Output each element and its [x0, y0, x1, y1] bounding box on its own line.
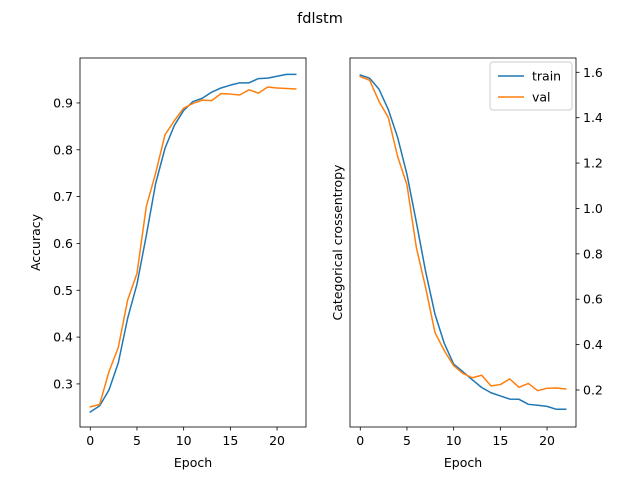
y-axis-label: Accuracy — [28, 213, 43, 271]
legend-label-val: val — [532, 90, 551, 105]
y-tick-label: 0.4 — [53, 330, 73, 345]
y-tick-label: 0.6 — [583, 292, 603, 307]
x-tick-label: 0 — [356, 433, 364, 448]
y-tick-label: 1.0 — [583, 201, 603, 216]
series-line-train — [359, 74, 567, 411]
x-tick-label: 0 — [86, 433, 94, 448]
x-axis-label: Epoch — [174, 455, 212, 470]
crossentropy-panel: 0 5 10 15 20 0.2 0.4 0.6 0.8 1.0 1.2 1.4 1.6 Epoch Cat… — [330, 57, 603, 470]
y-axis-label: Categorical crossentropy — [330, 164, 345, 321]
y-tick-label: 0.2 — [583, 383, 603, 398]
figure-title: fdlstm — [297, 11, 343, 27]
y-tick-label: 1.6 — [583, 65, 603, 80]
y-tick-label: 0.5 — [53, 283, 73, 298]
accuracy-panel: 0 5 10 15 20 0.3 0.4 0.5 0.6 0.7 0.8 0.9 Epoch Accura… — [28, 57, 307, 470]
series-line-val — [359, 75, 567, 392]
y-tick-label: 0.6 — [53, 236, 73, 251]
plot-frame — [79, 57, 307, 428]
y-tick-label: 0.4 — [583, 337, 603, 352]
y-tick-label: 0.9 — [53, 95, 73, 110]
x-tick-label: 5 — [403, 433, 411, 448]
x-tick-label: 20 — [269, 433, 285, 448]
x-tick-label: 15 — [222, 433, 238, 448]
series-line-val — [89, 86, 297, 408]
y-tick-label: 0.7 — [53, 189, 73, 204]
legend-label-train: train — [532, 69, 561, 84]
y-tick-label: 0.8 — [583, 246, 603, 261]
x-tick-label: 15 — [492, 433, 508, 448]
x-tick-label: 10 — [176, 433, 192, 448]
series-line-train — [89, 73, 297, 414]
x-tick-label: 5 — [133, 433, 141, 448]
x-tick-label: 20 — [539, 433, 555, 448]
y-tick-label: 0.3 — [53, 376, 73, 391]
x-axis-label: Epoch — [444, 455, 482, 470]
plot-frame — [349, 57, 577, 428]
x-tick-label: 10 — [446, 433, 462, 448]
y-tick-label: 0.8 — [53, 142, 73, 157]
legend: train val — [489, 61, 573, 111]
y-tick-label: 1.2 — [583, 156, 603, 171]
legend-box — [489, 61, 573, 111]
y-tick-label: 1.4 — [583, 110, 603, 125]
